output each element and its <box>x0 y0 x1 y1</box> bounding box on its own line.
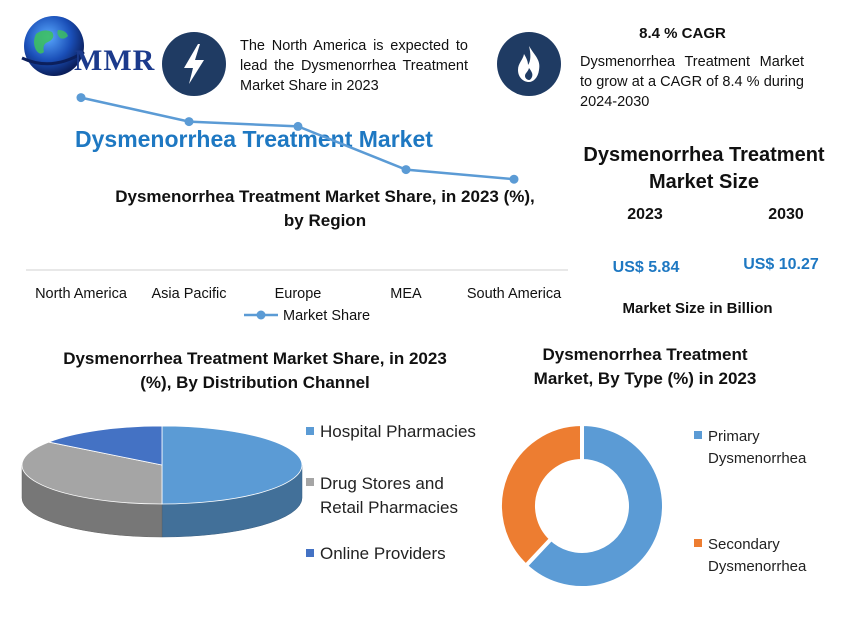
x-tick-label: South America <box>467 286 562 302</box>
data-point <box>293 121 303 131</box>
x-tick-label: MEA <box>390 286 422 302</box>
pie-slice <box>47 425 163 466</box>
distribution-chart-title: Dysmenorrhea Treatment Market Share, in … <box>63 349 447 392</box>
legend-swatch <box>306 426 314 435</box>
region-line-chart: North America Asia Pacific Europe MEA South … <box>26 93 568 324</box>
x-tick-label: Europe <box>275 286 322 302</box>
legend-secondary: Secondary Dysmenorrhea <box>694 534 834 578</box>
size-value-2023: US$ 5.84 <box>612 259 680 276</box>
type-donut-chart <box>498 421 666 590</box>
logo: MMR <box>14 10 154 82</box>
legend-swatch <box>306 478 314 486</box>
line-chart-title: Dysmenorrhea Treatment Market Share, in … <box>115 187 535 230</box>
x-tick-label: Asia Pacific <box>152 286 227 302</box>
type-legend: Primary Dysmenorrhea Secondary Dysmenorr… <box>694 426 834 578</box>
size-year-2023: 2023 <box>627 206 663 223</box>
legend-drug-stores: Drug Stores and Retail Pharmacies <box>306 472 506 520</box>
globe-icon <box>21 16 85 76</box>
legend-swatch <box>306 548 314 557</box>
logo-text: MMR <box>74 44 156 77</box>
legend-marker <box>256 310 266 320</box>
data-point <box>184 117 194 127</box>
data-point <box>76 93 86 103</box>
legend-swatch <box>694 431 702 439</box>
x-tick-label: North America <box>35 286 128 302</box>
size-value-2030: US$ 10.27 <box>743 256 819 273</box>
cagr-title: 8.4 % CAGR <box>639 25 726 42</box>
donut-slice <box>498 421 584 569</box>
main-title: Dysmenorrhea Treatment Market <box>75 126 433 152</box>
distribution-legend: Hospital Pharmacies Drug Stores and Reta… <box>306 420 506 566</box>
legend-label-market-share: Market Share <box>283 308 370 324</box>
legend-swatch <box>694 539 702 547</box>
flame-icon <box>497 32 561 96</box>
data-point <box>509 174 519 184</box>
north-america-insight: The North America is expected to lead th… <box>240 38 468 94</box>
distribution-pie-chart <box>21 425 303 538</box>
size-year-2030: 2030 <box>768 206 804 223</box>
size-panel-title: Dysmenorrhea Treatment Market Size <box>583 144 825 193</box>
pie-slice <box>21 441 163 505</box>
legend-hospital-pharmacies: Hospital Pharmacies <box>306 420 506 444</box>
size-unit-note: Market Size in Billion <box>622 300 773 317</box>
legend-primary: Primary Dysmenorrhea <box>694 426 834 470</box>
pie-slice <box>161 425 303 505</box>
donut-slice <box>523 421 666 590</box>
cagr-insight: Dysmenorrhea Treatment Market to grow at… <box>580 54 804 110</box>
lightning-icon <box>162 32 226 96</box>
series-line-market-share <box>80 96 515 181</box>
type-chart-title: Dysmenorrhea Treatment Market, By Type (… <box>533 345 757 388</box>
data-point <box>401 165 411 175</box>
legend-online-providers: Online Providers <box>306 542 506 566</box>
